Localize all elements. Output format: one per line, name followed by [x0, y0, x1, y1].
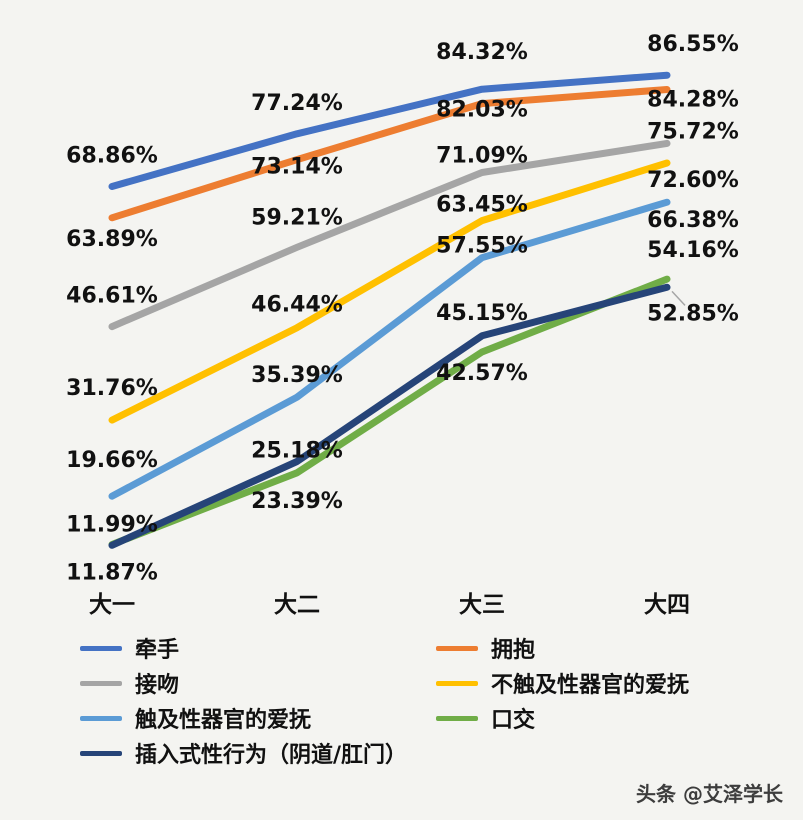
data-label-series0-pt2: 84.32% [436, 40, 528, 65]
series-line-2 [108, 139, 671, 331]
line-chart-svg: 68.86% 77.24% 84.32% 86.55% 63.89% 73.14% 82.0… [66, 32, 739, 618]
legend-label: 口交 [491, 708, 536, 733]
x-axis-label-1: 大二 [274, 592, 320, 618]
legend-item-5: 口交 [436, 706, 689, 733]
data-label-series6-pt3: 52.85% [647, 301, 739, 326]
legend-item-0: 牵手 [80, 636, 436, 663]
data-label-series1-pt2: 82.03% [436, 98, 528, 123]
legend-swatch-icon [436, 645, 478, 651]
data-label-series0-pt0: 68.86% [66, 144, 158, 169]
watermark: 头条 @艾泽学长 [636, 782, 783, 806]
legend-item-6: 插入式性行为（阴道/肛门） [80, 741, 436, 768]
legend-swatch-icon [80, 715, 122, 721]
data-label-series3-pt3: 72.60% [647, 168, 739, 193]
legend-item-2: 接吻 [80, 671, 436, 698]
legend-label: 不触及性器官的爱抚 [491, 673, 690, 698]
x-axis-label-0: 大一 [89, 592, 135, 618]
data-label-series3-pt1: 46.44% [251, 293, 343, 318]
data-label-series2-pt2: 71.09% [436, 144, 528, 169]
data-label-series2-pt1: 59.21% [251, 205, 343, 230]
x-axis-label-3: 大四 [644, 592, 690, 618]
legend-item-4: 触及性器官的爱抚 [80, 706, 436, 733]
data-label-series3-pt2: 63.45% [436, 193, 528, 218]
legend-swatch-icon [80, 680, 122, 686]
series-line-3 [108, 159, 671, 424]
data-label-series4-pt3: 66.38% [647, 208, 739, 233]
legend-item-3: 不触及性器官的爱抚 [436, 671, 689, 698]
x-axis-label-2: 大三 [459, 592, 505, 618]
legend-label: 牵手 [135, 638, 180, 663]
series-line-0 [108, 71, 671, 190]
legend-label: 拥抱 [491, 638, 536, 663]
data-label-series1-pt1: 73.14% [251, 155, 343, 180]
legend-label: 插入式性行为（阴道/肛门） [135, 743, 408, 768]
label-leader-line [671, 290, 686, 306]
legend: 牵手 拥抱接吻 不触及性器官的爱抚触及性器官的爱抚 口交插入式性行为（阴道/肛门） [80, 636, 689, 768]
data-label-series3-pt0: 31.76% [66, 376, 158, 401]
series-line-5 [108, 275, 671, 548]
legend-swatch-icon [80, 750, 122, 756]
data-label-series6-pt1: 25.18% [251, 439, 343, 464]
legend-label: 触及性器官的爱抚 [135, 708, 312, 733]
data-label-series2-pt3: 75.72% [647, 119, 739, 144]
data-label-series5-pt0: 11.99% [66, 513, 158, 538]
legend-swatch-icon [436, 680, 478, 686]
series-line-1 [108, 86, 671, 222]
data-label-series5-pt3: 54.16% [647, 238, 739, 263]
data-label-series0-pt3: 86.55% [647, 32, 739, 57]
series-line-4 [108, 198, 671, 500]
data-label-series6-pt2: 45.15% [436, 301, 528, 326]
data-label-series2-pt0: 46.61% [66, 284, 158, 309]
data-label-series5-pt1: 23.39% [251, 489, 343, 514]
data-label-series0-pt1: 77.24% [251, 91, 343, 116]
data-label-series6-pt0: 11.87% [66, 560, 158, 585]
data-label-series4-pt2: 57.55% [436, 234, 528, 259]
series-line-6 [108, 283, 671, 549]
data-label-series4-pt1: 35.39% [251, 363, 343, 388]
data-label-series5-pt2: 42.57% [436, 361, 528, 386]
legend-item-1: 拥抱 [436, 636, 689, 663]
legend-swatch-icon [436, 715, 478, 721]
legend-label: 接吻 [135, 673, 180, 698]
data-label-series1-pt3: 84.28% [647, 88, 739, 113]
data-label-series4-pt0: 19.66% [66, 448, 158, 473]
legend-swatch-icon [80, 645, 122, 651]
data-label-series1-pt0: 63.89% [66, 227, 158, 252]
